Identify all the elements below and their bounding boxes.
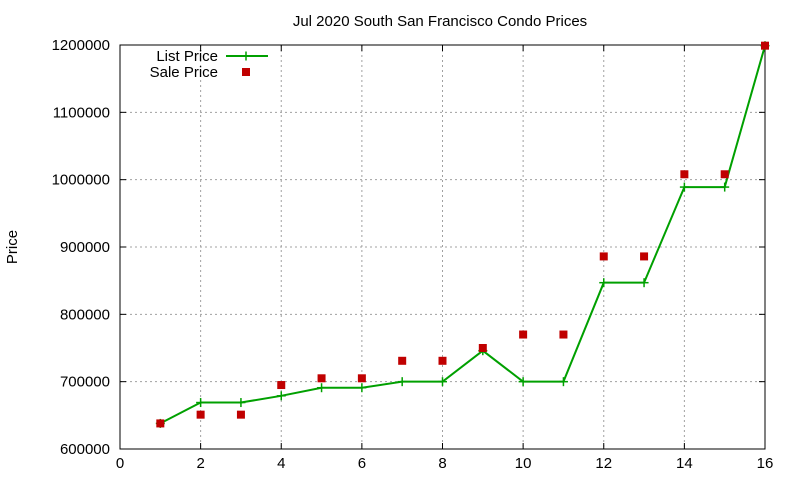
sale-price-point: [720, 170, 729, 179]
list-price-point: [236, 398, 246, 408]
grid-lines: [120, 45, 765, 449]
y-tick-label: 700000: [60, 374, 110, 391]
sale-price-point: [599, 252, 608, 261]
y-tick-label: 800000: [60, 306, 110, 323]
list-price-point: [558, 377, 568, 387]
x-tick-label: 16: [757, 455, 774, 472]
sale-price-point: [680, 170, 689, 179]
legend-label: List Price: [156, 48, 218, 65]
y-tick-label: 1000000: [52, 172, 110, 189]
axis-ticks: 0 2 4 6 8 10 12 14 16 600000 700000 800000 900000 100…: [52, 37, 774, 472]
series-layer: [155, 41, 770, 428]
list-price-point: [317, 383, 327, 393]
x-tick-label: 4: [277, 455, 285, 472]
sale-price-point: [398, 356, 407, 365]
x-tick-label: 10: [515, 455, 532, 472]
list-price-point: [397, 377, 407, 387]
list-price-point: [639, 278, 649, 288]
y-tick-label: 1200000: [52, 37, 110, 54]
chart-title: Jul 2020 South San Francisco Condo Price…: [293, 13, 587, 30]
list-price-point: [518, 377, 528, 387]
legend-plus-marker: [241, 51, 251, 61]
y-tick-label: 900000: [60, 239, 110, 256]
list-price-line: [159, 45, 766, 425]
list-price-point: [599, 278, 609, 288]
sale-price-point: [478, 344, 487, 352]
sale-price-point: [761, 41, 769, 50]
x-tick-label: 0: [116, 455, 124, 472]
x-tick-label: 12: [595, 455, 612, 472]
list-price-point: [438, 377, 447, 387]
list-price-point: [196, 398, 206, 408]
y-axis-label: Price: [4, 230, 21, 264]
sale-price-point: [196, 410, 205, 419]
sale-price-point: [519, 330, 528, 339]
sale-price-point: [559, 330, 568, 339]
legend-square-marker: [242, 68, 250, 76]
sale-price-point: [357, 374, 366, 383]
sale-price-point: [236, 410, 245, 419]
sale-price-point: [438, 356, 447, 365]
x-tick-label: 2: [196, 455, 204, 472]
list-price-point: [357, 383, 367, 393]
x-tick-label: 6: [358, 455, 366, 472]
list-price-point: [276, 391, 286, 401]
y-tick-label: 600000: [60, 441, 110, 458]
sale-price-point: [277, 381, 286, 390]
sale-price-point: [640, 252, 649, 261]
list-price-point: [679, 182, 689, 192]
sale-price-point: [317, 374, 326, 383]
x-tick-label: 14: [676, 455, 693, 472]
legend-label: Sale Price: [150, 64, 218, 81]
list-price-point: [720, 182, 730, 192]
y-tick-label: 1100000: [53, 104, 110, 121]
x-tick-label: 8: [438, 455, 446, 472]
sale-price-point: [156, 419, 165, 428]
